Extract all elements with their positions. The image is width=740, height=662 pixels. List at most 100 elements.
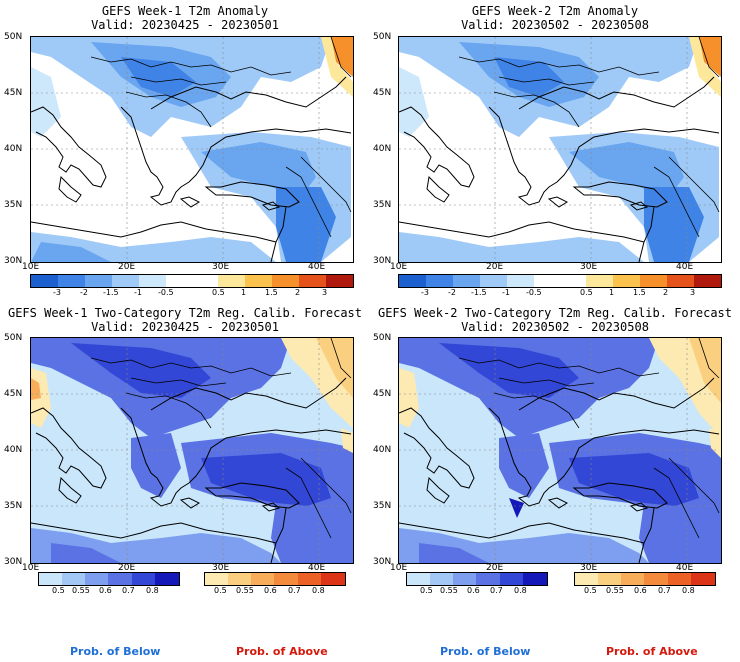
panel-title: GEFS Week-2 T2m Anomaly [471, 4, 639, 18]
panel-valid-dates: Valid: 20230425 - 20230501 [91, 320, 279, 334]
probability-map [30, 337, 354, 564]
colorbar-tick: 1 [609, 288, 615, 297]
lat-label-30n: 30N [373, 557, 392, 567]
panel-week2-probability: GEFS Week-2 Two-Category T2m Reg. Calib.… [370, 302, 740, 602]
anomaly-map [398, 36, 722, 263]
colorbar-tick: 3 [690, 288, 696, 297]
colorbar-tick: 0.55 [236, 586, 254, 595]
panel-title: GEFS Week-1 T2m Anomaly [101, 4, 269, 18]
colorbar-tick: -2 [448, 288, 456, 297]
colorbar-tick: 0.7 [490, 586, 503, 595]
lon-label-30e: 30E [212, 563, 230, 573]
lon-label-20e: 20E [118, 563, 136, 573]
colorbar-tick: 0.5 [580, 288, 593, 297]
lon-label-10e: 10E [22, 563, 40, 573]
probability-map-graphic [31, 338, 353, 563]
colorbar-tick: -3 [53, 288, 61, 297]
colorbar-tick: 0.6 [264, 586, 277, 595]
lon-label-20e: 20E [118, 262, 136, 272]
colorbar-tick: -0.5 [526, 288, 542, 297]
anomaly-map-graphic [399, 37, 721, 262]
lon-label-10e: 10E [22, 262, 40, 272]
colorbar-tick: -0.5 [158, 288, 174, 297]
colorbar-tick: 0.5 [212, 288, 225, 297]
panel-valid-dates: Valid: 20230502 - 20230508 [461, 320, 649, 334]
lon-label-10e: 10E [390, 563, 408, 573]
lon-label-30e: 30E [580, 262, 598, 272]
panel-week2-anomaly: GEFS Week-2 T2m Anomaly Valid: 20230502 … [370, 0, 740, 300]
anomaly-map-graphic [31, 37, 353, 262]
colorbar-tick: 0.6 [467, 586, 480, 595]
colorbar-tick: 0.5 [214, 586, 227, 595]
probability-map [398, 337, 722, 564]
colorbar-tick: -1 [134, 288, 142, 297]
lat-label-45n: 45N [373, 88, 392, 98]
colorbar-tick: 0.5 [52, 586, 65, 595]
anomaly-colorbar [30, 274, 354, 288]
colorbar-tick: 0.8 [146, 586, 159, 595]
colorbar-tick: -1.5 [471, 288, 487, 297]
colorbar-tick: 0.7 [122, 586, 135, 595]
prob-above-label: Prob. of Above [236, 645, 328, 658]
colorbar-tick: -2 [80, 288, 88, 297]
colorbar-tick: 2 [295, 288, 301, 297]
lat-label-50n: 50N [4, 333, 23, 343]
lat-label-40n: 40N [4, 144, 23, 154]
lat-label-45n: 45N [4, 88, 23, 98]
lat-label-40n: 40N [373, 445, 392, 455]
colorbar-tick: -1.5 [103, 288, 119, 297]
lat-label-45n: 45N [373, 389, 392, 399]
colorbar-tick: 1.5 [265, 288, 278, 297]
prob-above-colorbar [574, 572, 716, 586]
lat-label-50n: 50N [373, 333, 392, 343]
panel-title: GEFS Week-2 Two-Category T2m Reg. Calib.… [377, 306, 732, 320]
colorbar-tick: 0.8 [514, 586, 527, 595]
lon-label-30e: 30E [580, 563, 598, 573]
colorbar-tick: 0.55 [606, 586, 624, 595]
lat-label-50n: 50N [373, 32, 392, 42]
lon-label-40e: 40E [308, 563, 326, 573]
colorbar-tick: 1.5 [633, 288, 646, 297]
lat-label-30n: 30N [4, 557, 23, 567]
colorbar-tick: 0.5 [584, 586, 597, 595]
prob-below-colorbar [38, 572, 180, 586]
prob-below-label: Prob. of Below [70, 645, 161, 658]
lon-label-30e: 30E [212, 262, 230, 272]
panel-title: GEFS Week-1 Two-Category T2m Reg. Calib.… [7, 306, 362, 320]
anomaly-map [30, 36, 354, 263]
panel-valid-dates: Valid: 20230502 - 20230508 [461, 18, 649, 32]
colorbar-tick: 0.55 [72, 586, 90, 595]
lat-label-35n: 35N [4, 501, 23, 511]
colorbar-tick: 0.8 [682, 586, 695, 595]
lat-label-35n: 35N [373, 501, 392, 511]
colorbar-tick: 1 [241, 288, 247, 297]
colorbar-tick: 3 [322, 288, 328, 297]
colorbar-tick: 0.55 [440, 586, 458, 595]
colorbar-tick: -1 [502, 288, 510, 297]
colorbar-tick: 2 [663, 288, 669, 297]
lon-label-20e: 20E [486, 563, 504, 573]
lat-label-30n: 30N [4, 256, 23, 266]
lat-label-50n: 50N [4, 32, 23, 42]
panel-week1-probability: GEFS Week-1 Two-Category T2m Reg. Calib.… [0, 302, 370, 602]
colorbar-tick: 0.7 [658, 586, 671, 595]
probability-map-graphic [399, 338, 721, 563]
lat-label-35n: 35N [4, 200, 23, 210]
colorbar-tick: 0.6 [634, 586, 647, 595]
lat-label-40n: 40N [4, 445, 23, 455]
lon-label-10e: 10E [390, 262, 408, 272]
lon-label-40e: 40E [308, 262, 326, 272]
prob-above-label: Prob. of Above [606, 645, 698, 658]
lat-label-30n: 30N [373, 256, 392, 266]
colorbar-tick: 0.5 [420, 586, 433, 595]
prob-below-colorbar [406, 572, 548, 586]
colorbar-tick: -3 [421, 288, 429, 297]
lat-label-40n: 40N [373, 144, 392, 154]
lon-label-20e: 20E [486, 262, 504, 272]
colorbar-tick: 0.6 [99, 586, 112, 595]
panel-week1-anomaly: GEFS Week-1 T2m Anomaly Valid: 20230425 … [0, 0, 370, 300]
colorbar-tick: 0.7 [288, 586, 301, 595]
prob-above-colorbar [204, 572, 346, 586]
panel-valid-dates: Valid: 20230425 - 20230501 [91, 18, 279, 32]
lat-label-35n: 35N [373, 200, 392, 210]
